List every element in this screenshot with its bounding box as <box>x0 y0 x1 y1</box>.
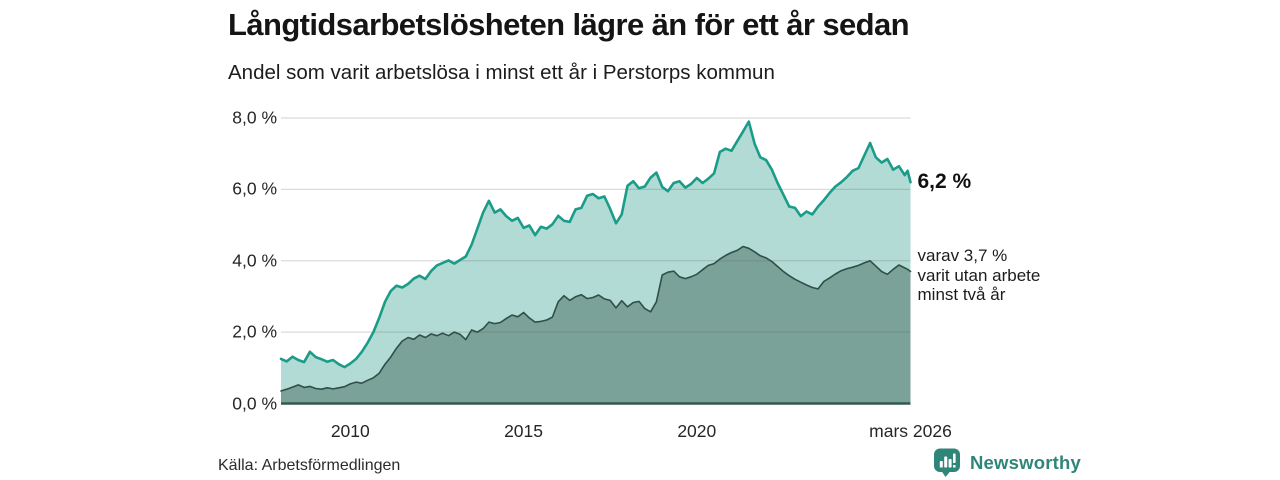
x-tick-2020: 2020 <box>677 421 717 441</box>
page-title: Långtidsarbetslösheten lägre än för ett … <box>228 7 910 42</box>
two-year-area-fill <box>281 246 911 404</box>
two-year-note-line1: varav 3,7 % <box>917 246 1008 266</box>
y-tick-2: 2,0 % <box>232 321 277 342</box>
y-tick-4: 4,0 % <box>232 250 277 271</box>
y-tick-6: 6,0 % <box>232 178 277 199</box>
two-year-note-line2: varit utan arbete <box>917 265 1041 285</box>
newsworthy-logo-icon <box>934 448 960 477</box>
x-tick-mars-2026: mars 2026 <box>869 421 952 441</box>
total-line <box>279 120 912 369</box>
gridlines <box>281 117 911 333</box>
two-year-note: varav 3,7 % varit utan arbete minst två … <box>918 246 1041 305</box>
chart-subtitle: Andel som varit arbetslösa i minst ett å… <box>228 61 775 84</box>
y-tick-8: 8,0 % <box>232 107 277 128</box>
two-year-line <box>280 245 912 392</box>
x-tick-2010: 2010 <box>330 421 370 441</box>
two-year-note-line3: minst två år <box>917 285 1006 305</box>
newsworthy-brand-text: Newsworthy <box>970 451 1081 473</box>
newsworthy-brand[interactable]: Newsworthy <box>933 447 1081 478</box>
latest-value-label: 6,2 % <box>917 170 972 194</box>
x-tick-2015: 2015 <box>504 421 544 441</box>
source-credit: Källa: Arbetsförmedlingen <box>218 457 401 474</box>
y-tick-0: 0,0 % <box>232 393 277 413</box>
